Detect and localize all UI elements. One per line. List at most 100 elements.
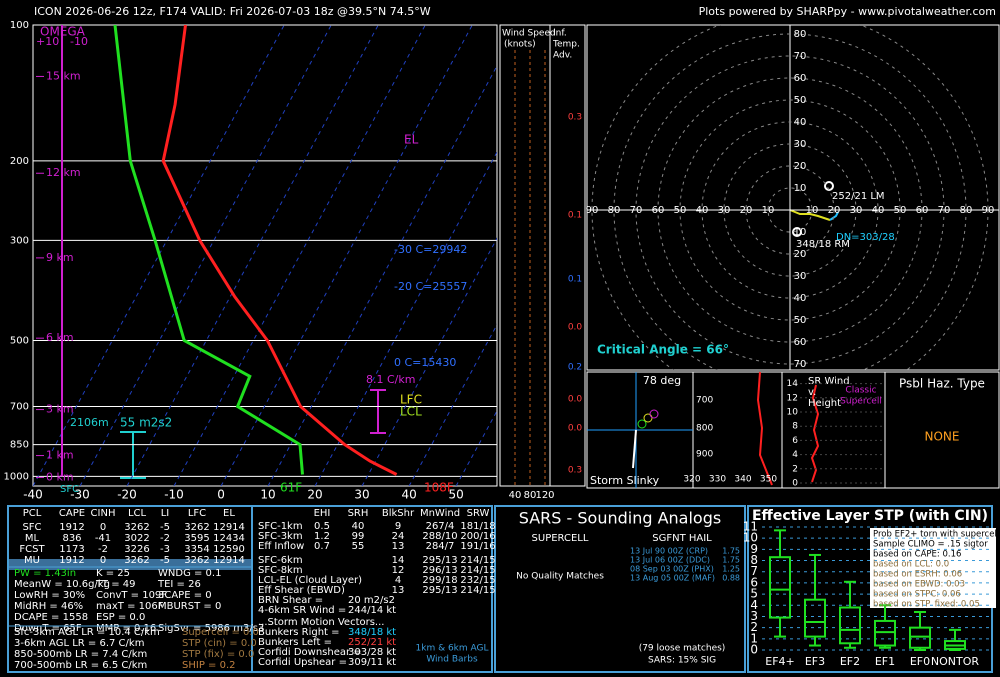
barbs-note: 1km & 6km AGL xyxy=(416,644,489,654)
sars-match: 13 Jul 06 00Z (DDC) xyxy=(630,556,710,565)
stp-tick: 5 xyxy=(750,587,758,601)
srwind-title: Height xyxy=(808,398,841,409)
kin-cell: 200/16 xyxy=(460,531,495,542)
stp-category: EF2 xyxy=(840,655,860,668)
stp-category: EF4+ xyxy=(765,655,795,668)
sars-sig: SARS: 15% SIG xyxy=(648,656,716,666)
kin-cell: SFC-8km xyxy=(258,565,303,576)
thetae-p: 800 xyxy=(696,424,713,434)
adv-frame xyxy=(549,24,586,487)
kin-cell: 288/10 xyxy=(422,531,457,542)
kin-cell: 232/15 xyxy=(460,575,495,586)
wind-title: Wind Speed xyxy=(502,29,556,39)
lm-marker xyxy=(824,181,834,191)
kin-cell: 0.5 xyxy=(314,521,330,532)
temp-label: 30 xyxy=(354,488,369,502)
thermo-cell: -5 xyxy=(160,555,170,566)
stp-tick: 11 xyxy=(743,520,758,534)
box xyxy=(769,556,791,619)
hodo-tick: 70 xyxy=(938,205,951,216)
srwind-title: v. xyxy=(808,387,816,398)
motion-value: 309/11 kt xyxy=(348,657,396,668)
hodo-tick: 60 xyxy=(916,205,929,216)
srwind-tick: 0 xyxy=(792,479,798,489)
stp-category: EF3 xyxy=(805,655,825,668)
temp-label: 0 xyxy=(217,488,225,502)
hodo-ring xyxy=(591,25,989,370)
thermo-header: PCL xyxy=(23,508,42,519)
kin-cell: 214/15 xyxy=(460,565,495,576)
thermo-cell: -3 xyxy=(160,544,170,555)
thermo-header: CINH xyxy=(91,508,116,519)
sars-score: 1.25 xyxy=(722,565,740,574)
kin-cell: 40 xyxy=(352,521,365,532)
stp-legend: based on ESRH: 0.06 xyxy=(873,570,962,580)
stp-tick: 10 xyxy=(743,531,758,545)
frames xyxy=(32,24,1000,489)
temp-label: 50 xyxy=(448,488,463,502)
stp-category: EF1 xyxy=(875,655,895,668)
kin-cell: 24 xyxy=(392,531,405,542)
temp-label: 10 xyxy=(260,488,275,502)
motion-value: 303/28 kt xyxy=(348,647,396,658)
sars-title: SARS - Sounding Analogs xyxy=(519,509,721,528)
hodo-tick: 40 xyxy=(696,205,709,216)
thermo-cell: 3226 xyxy=(124,544,149,555)
thermo-cell: 836 xyxy=(62,533,81,544)
slinky-ring xyxy=(637,419,647,429)
kin-cell: 267/4 xyxy=(426,521,455,532)
kin-extra: 20 m2/s2 xyxy=(348,595,395,606)
height-label: 3 km xyxy=(46,403,74,416)
hazard-title: Psbl Haz. Type xyxy=(899,377,985,391)
pressure-label: 100 xyxy=(10,20,29,31)
thermo-cell: 12914 xyxy=(213,555,245,566)
thetae-x: 320 xyxy=(683,475,700,485)
hodo-tick: 40 xyxy=(794,117,807,128)
temp-label: -30 xyxy=(70,488,90,502)
adv-label: 0.3 xyxy=(568,113,582,123)
hodo-tick: 20 xyxy=(794,249,807,260)
index: LowRH = 30% xyxy=(14,590,85,601)
srwind-profile xyxy=(810,384,820,483)
index: MBURST = 0 xyxy=(158,601,221,612)
motion-title: ...Storm Motion Vectors... xyxy=(258,617,384,628)
motion-label: Corfidi Upshear = xyxy=(258,657,347,668)
title: ICON 2026-06-26 12z, F174 VALID: Fri 202… xyxy=(34,5,431,18)
srwind-tick: 2 xyxy=(792,464,798,474)
hodo-ring xyxy=(723,143,857,277)
kin-cell: SFC-1km xyxy=(258,521,303,532)
hodo-label: 348/18 RM xyxy=(796,239,850,250)
index: TEI = 26 xyxy=(157,579,201,590)
omega-title: OMEGA xyxy=(40,25,86,39)
annotation: 108F xyxy=(424,481,454,495)
lower-frames xyxy=(7,505,993,673)
hodo-frame xyxy=(586,24,1000,371)
annotation: 0 C=15430 xyxy=(394,356,456,369)
kin-cell: SFC-6km xyxy=(258,555,303,566)
sars-match: 13 Aug 05 00Z (MAF) xyxy=(630,574,715,583)
storm-type: Supercell xyxy=(840,397,882,407)
thermo-cell: 3354 xyxy=(184,544,209,555)
stp-legend-box xyxy=(870,528,996,608)
hodo-tick: 10 xyxy=(806,205,819,216)
slinky-ring xyxy=(649,409,659,419)
wind-tick: 40 xyxy=(509,490,522,501)
kin-extra: BRN Shear = xyxy=(258,595,323,606)
hodo-ring xyxy=(635,55,945,365)
sars-score: 1.75 xyxy=(722,556,740,565)
annotation: 61F xyxy=(280,481,302,495)
height-label: 0 km xyxy=(46,470,74,483)
srwind-title: SR Wind xyxy=(808,376,850,387)
annotation: EL xyxy=(404,133,419,147)
stp-legend: Sample CLIMO = .15 sigtor xyxy=(873,540,988,550)
annotation: -20 C=25557 xyxy=(394,280,467,293)
kin-header: SRH xyxy=(348,508,369,519)
annotation: 55 m2s2 xyxy=(120,416,172,430)
lapse-rate: Sfc-3km AGL LR = 10.4 C/km xyxy=(14,627,160,638)
srwind-tick: 8 xyxy=(792,422,798,432)
kin-cell: 296/13 xyxy=(422,565,457,576)
slinky-title: Storm Slinky xyxy=(590,474,660,487)
index: DownT = 65F xyxy=(14,623,82,634)
kin-cell: 295/13 xyxy=(422,585,457,596)
